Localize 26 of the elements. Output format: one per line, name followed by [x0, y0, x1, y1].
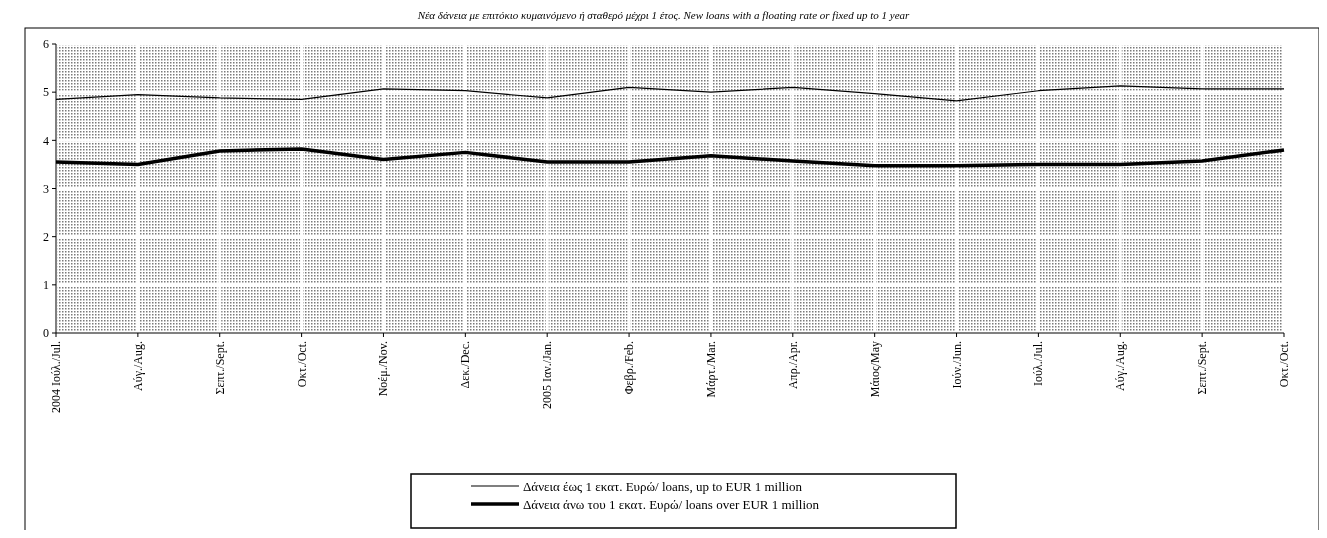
y-tick-label: 3: [43, 181, 49, 196]
y-tick-label: 6: [43, 37, 49, 52]
y-tick-label: 1: [43, 278, 49, 293]
y-tick-label: 4: [43, 133, 49, 148]
legend-label: Δάνεια άνω του 1 εκατ. Ευρώ/ loans over EUR 1 million: [523, 496, 820, 512]
x-tick-label: Σεπτ./Sept.: [212, 341, 227, 395]
x-tick-label: Νοέμ./Nov.: [376, 341, 391, 397]
x-tick-label: Δεκ./Dec.: [458, 341, 473, 389]
x-tick-label: Απρ./Apr.: [785, 341, 800, 390]
x-tick-label: Οκτ./Oct.: [294, 341, 309, 388]
y-tick-label: 5: [43, 85, 49, 100]
x-tick-label: Αύγ./Aug.: [1113, 341, 1128, 391]
y-tick-label: 2: [43, 229, 49, 244]
x-tick-label: Σεπτ./Sept.: [1195, 341, 1210, 395]
x-tick-label: 2005 Ιαν./Jan.: [540, 341, 555, 410]
x-tick-label: Ιούλ./Jul.: [1031, 341, 1046, 387]
x-tick-label: Ιούν./Jun.: [949, 341, 964, 389]
x-tick-label: Οκτ./Oct.: [1277, 341, 1291, 388]
x-tick-label: Μάρτ./Mar.: [703, 341, 718, 398]
chart-title: Νέα δάνεια με επιτόκιο κυμαινόμενο ή σταθερό μέχρι 1 έτος. New loans with a floating rate or fixed up to 1 year: [416, 9, 911, 21]
legend-label: Δάνεια έως 1 εκατ. Ευρώ/ loans, up to EUR 1 million: [523, 478, 803, 494]
x-tick-label: Μάιος/May: [867, 341, 882, 398]
x-tick-label: Φεβρ./Feb.: [622, 341, 637, 395]
x-tick-label: 2004 Ιούλ./Jul.: [49, 341, 63, 414]
y-tick-label: 0: [43, 326, 49, 341]
x-tick-label: Αύγ./Aug.: [130, 341, 145, 391]
